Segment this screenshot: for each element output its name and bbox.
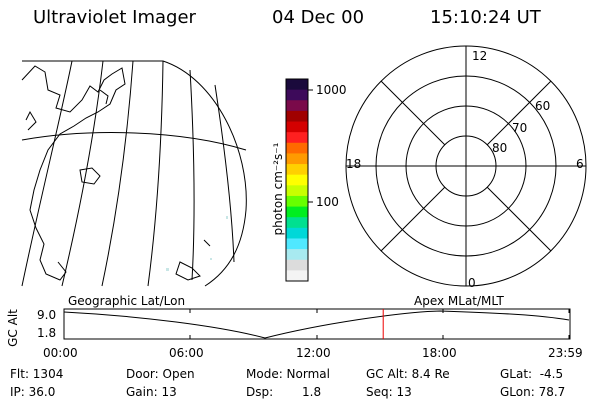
polar-diagonal (486, 186, 552, 252)
colorbar-cell (286, 259, 308, 271)
colorbar-cell (286, 174, 308, 186)
timeline-left-title: Geographic Lat/Lon (68, 294, 186, 308)
colorbar-tick-100: 100 (316, 195, 339, 209)
timeline-xtick-0600: 06:00 (169, 346, 204, 360)
polar-diagonal (380, 186, 446, 252)
mlt-label-12: 12 (472, 49, 488, 63)
colorbar-cell (286, 195, 308, 208)
colorbar-cell (286, 185, 308, 197)
lat-label-60: 60 (535, 99, 551, 113)
timeline-xtick-2359: 23:59 (548, 346, 583, 360)
timeline-right-title: Apex MLat/MLT (414, 294, 504, 308)
map-meridian (189, 69, 195, 281)
time-label: 15:10:24 UT (430, 7, 541, 28)
coastline (79, 167, 101, 185)
coastline (21, 65, 126, 281)
altitude-curve (63, 310, 570, 339)
colorbar-tick-1000: 1000 (316, 83, 347, 97)
colorbar-cell (286, 121, 308, 133)
colorbar-cell (286, 249, 308, 261)
coastline (25, 110, 37, 131)
flight-number: Flt: 1304 (10, 367, 64, 381)
door-status: Door: Open (126, 367, 195, 381)
coastline (175, 261, 201, 281)
coastline (203, 239, 211, 247)
earth-limb (22, 60, 247, 287)
ip-value: IP: 36.0 (10, 385, 56, 399)
colorbar-cell (286, 89, 308, 101)
mlt-label-6: 6 (576, 157, 584, 171)
map-meridian (101, 60, 134, 287)
coastline (99, 89, 109, 105)
colorbar-cell (286, 110, 308, 123)
map-meridian (147, 60, 164, 287)
timeline-ymin: 1.8 (37, 326, 57, 340)
date-label: 04 Dec 00 (272, 7, 365, 28)
colorbar-cell (286, 142, 308, 154)
colorbar-cell (286, 206, 308, 218)
instrument-title: Ultraviolet Imager (33, 7, 196, 28)
sequence-number: Seq: 13 (366, 385, 412, 399)
colorbar-cell (286, 270, 308, 282)
lat-label-70: 70 (512, 121, 528, 135)
map-parallel (21, 132, 247, 151)
timeline-xtick-0000: 00:00 (43, 346, 78, 360)
timeline-xtick-1800: 18:00 (422, 346, 457, 360)
colorbar-frame (285, 78, 309, 282)
timeline-xtick-1200: 12:00 (296, 346, 331, 360)
timeline-ymax: 9.0 (37, 308, 57, 322)
geographic-longitude: GLon: 78.7 (500, 385, 566, 399)
mlt-label-18: 18 (346, 157, 362, 171)
lat-label-80: 80 (492, 141, 508, 155)
mode-value: Mode: Normal (246, 367, 330, 381)
colorbar-cell (286, 164, 308, 176)
colorbar-cell (286, 227, 308, 239)
colorbar-cell (286, 100, 308, 112)
dsp-value: 1.8 (302, 385, 322, 399)
polar-diagonal (486, 80, 552, 146)
colorbar-cell (286, 153, 308, 165)
map-meridian (21, 60, 73, 287)
colorbar-cell (286, 217, 308, 229)
polar-diagonal (380, 80, 446, 146)
aurora-specks (166, 216, 228, 271)
colorbar-cell (286, 79, 308, 91)
colorbar-cell (286, 238, 308, 250)
dsp-label: Dsp: (246, 385, 274, 399)
map-meridian (61, 60, 104, 287)
gain-value: Gain: 13 (126, 385, 177, 399)
geographic-latitude: GLat: -4.5 (500, 367, 564, 381)
mlt-label-0: 0 (468, 276, 476, 290)
colorbar-cell (286, 132, 308, 144)
gc-altitude: GC Alt: 8.4 Re (366, 367, 450, 381)
